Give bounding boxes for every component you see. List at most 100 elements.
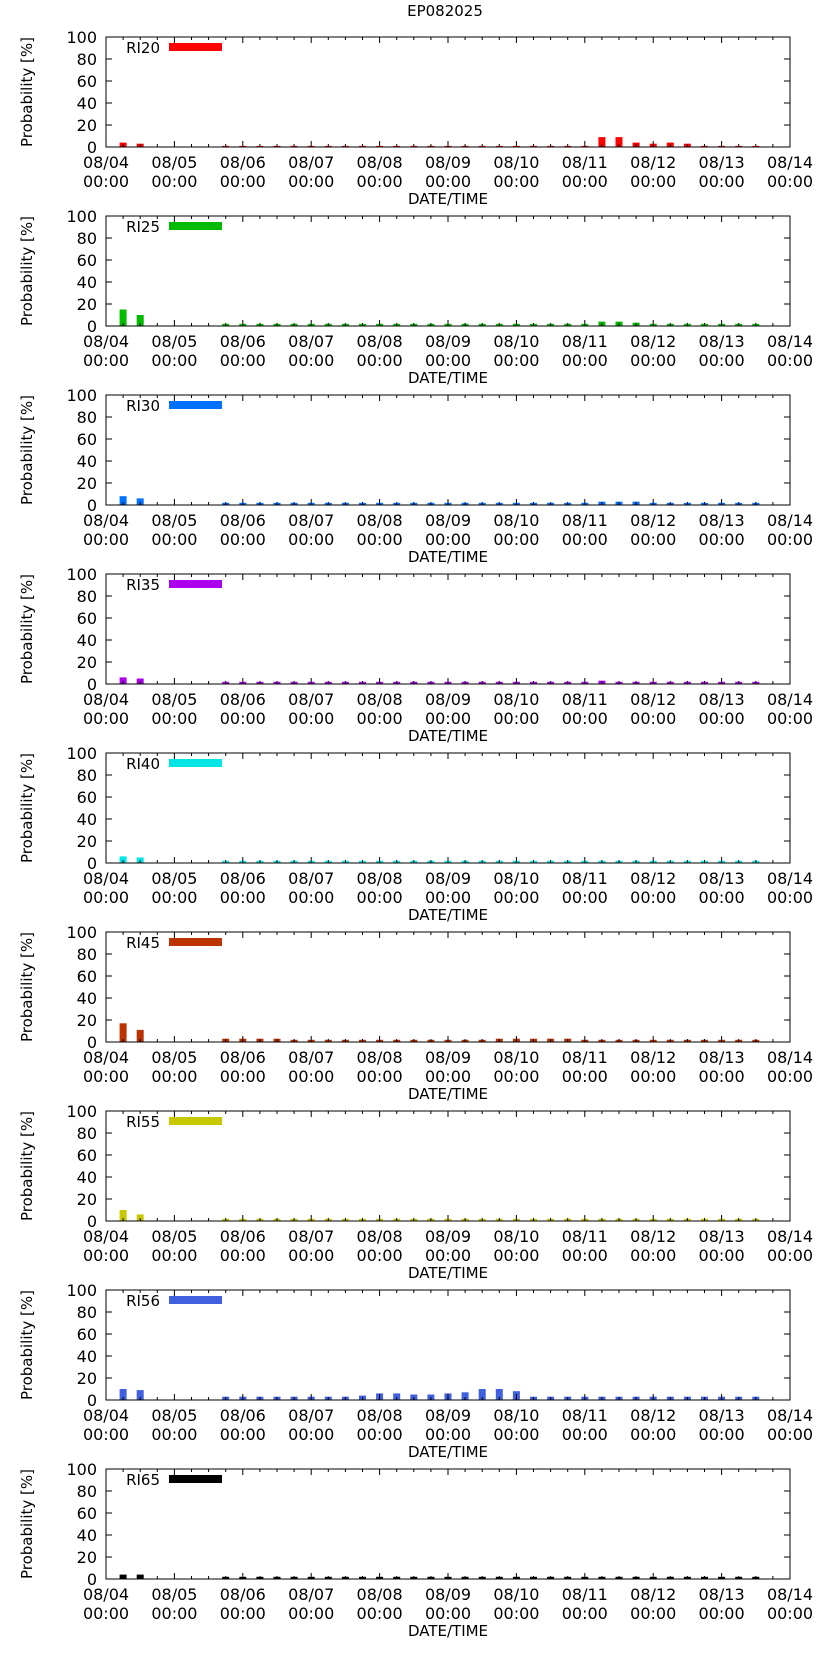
x-tick-label-time: 00:00 [151, 1604, 197, 1623]
x-tick-label-date: 08/04 [83, 153, 129, 172]
x-tick-label-time: 00:00 [357, 1246, 403, 1265]
x-tick-label-date: 08/10 [493, 690, 539, 709]
x-tick-label-date: 08/12 [630, 1048, 676, 1067]
plot-frame [105, 1468, 791, 1580]
x-tick-label-time: 00:00 [630, 1067, 676, 1086]
y-tick-label: 0 [87, 675, 97, 694]
x-tick-label-time: 00:00 [288, 1246, 334, 1265]
legend-label: RI35 [126, 576, 160, 594]
x-tick-label-time: 00:00 [220, 351, 266, 370]
x-tick-label-time: 00:00 [562, 1067, 608, 1086]
x-tick-label-time: 00:00 [220, 172, 266, 191]
x-tick-label-time: 00:00 [425, 1246, 471, 1265]
x-tick-label-date: 08/11 [562, 332, 608, 351]
x-tick-label-date: 08/10 [493, 1406, 539, 1425]
legend-swatch [169, 1296, 222, 1304]
x-tick-label-time: 00:00 [288, 172, 334, 191]
legend-label: RI40 [126, 755, 160, 773]
chart-panel-ri56: 02040608010008/0400:0008/0500:0008/0600:… [18, 1281, 813, 1461]
x-tick-label-date: 08/10 [493, 869, 539, 888]
x-tick-label-time: 00:00 [357, 351, 403, 370]
x-tick-label-time: 00:00 [83, 530, 129, 549]
plot-frame [105, 215, 791, 327]
x-tick-label-date: 08/09 [425, 511, 471, 530]
legend-label: RI20 [126, 39, 160, 57]
x-tick-label-time: 00:00 [699, 530, 745, 549]
x-tick-label-date: 08/14 [767, 1227, 813, 1246]
x-tick-label-date: 08/14 [767, 511, 813, 530]
x-tick-label-date: 08/08 [357, 153, 403, 172]
bar [598, 137, 606, 147]
x-tick-label-date: 08/04 [83, 869, 129, 888]
x-tick-label-time: 00:00 [151, 1425, 197, 1444]
x-tick-label-date: 08/06 [220, 1585, 266, 1604]
x-tick-label-time: 00:00 [83, 1246, 129, 1265]
x-tick-label-date: 08/10 [493, 1048, 539, 1067]
y-tick-label: 100 [66, 565, 97, 584]
x-tick-label-time: 00:00 [357, 172, 403, 191]
x-tick-label-time: 00:00 [220, 1246, 266, 1265]
x-tick-label-date: 08/12 [630, 1585, 676, 1604]
x-tick-label-time: 00:00 [220, 1067, 266, 1086]
legend-swatch [169, 759, 222, 767]
x-tick-label-time: 00:00 [83, 1604, 129, 1623]
x-axis-title: DATE/TIME [408, 1622, 488, 1640]
legend-swatch [169, 580, 222, 588]
y-tick-label: 60 [77, 430, 97, 449]
x-tick-label-time: 00:00 [562, 888, 608, 907]
x-tick-label-date: 08/11 [562, 1585, 608, 1604]
legend-label: RI45 [126, 934, 160, 952]
y-tick-label: 60 [77, 251, 97, 270]
y-tick-label: 80 [77, 1482, 97, 1501]
x-tick-label-time: 00:00 [425, 1067, 471, 1086]
x-tick-label-date: 08/11 [562, 869, 608, 888]
x-axis-title: DATE/TIME [408, 906, 488, 924]
x-axis-title: DATE/TIME [408, 369, 488, 387]
chart-panel-ri45: 02040608010008/0400:0008/0500:0008/0600:… [18, 923, 813, 1103]
x-tick-label-time: 00:00 [699, 888, 745, 907]
x-tick-label-date: 08/04 [83, 511, 129, 530]
y-tick-label: 100 [66, 1102, 97, 1121]
x-tick-label-date: 08/09 [425, 1048, 471, 1067]
x-tick-label-date: 08/14 [767, 153, 813, 172]
legend-swatch [169, 401, 222, 409]
x-tick-label-time: 00:00 [425, 709, 471, 728]
x-tick-label-time: 00:00 [493, 172, 539, 191]
x-tick-label-date: 08/09 [425, 1227, 471, 1246]
y-tick-label: 20 [77, 1369, 97, 1388]
x-tick-label-time: 00:00 [357, 1425, 403, 1444]
y-tick-label: 60 [77, 1504, 97, 1523]
plot-frame [105, 394, 791, 506]
plot-frame [105, 1289, 791, 1401]
x-tick-label-date: 08/10 [493, 1227, 539, 1246]
y-tick-label: 80 [77, 50, 97, 69]
y-tick-label: 40 [77, 989, 97, 1008]
y-axis-title: Probability [%] [18, 932, 36, 1042]
x-tick-label-date: 08/10 [493, 1585, 539, 1604]
x-tick-label-time: 00:00 [562, 172, 608, 191]
y-tick-label: 80 [77, 1124, 97, 1143]
legend-swatch [169, 43, 222, 51]
x-tick-label-date: 08/08 [357, 332, 403, 351]
x-tick-label-time: 00:00 [767, 709, 813, 728]
x-tick-label-date: 08/07 [288, 869, 334, 888]
y-tick-label: 60 [77, 967, 97, 986]
x-tick-label-date: 08/14 [767, 1048, 813, 1067]
y-tick-label: 60 [77, 609, 97, 628]
x-tick-label-time: 00:00 [425, 351, 471, 370]
x-tick-label-time: 00:00 [767, 172, 813, 191]
x-tick-label-date: 08/06 [220, 1048, 266, 1067]
bar [119, 496, 127, 505]
y-tick-label: 0 [87, 317, 97, 336]
y-tick-label: 40 [77, 452, 97, 471]
x-tick-label-date: 08/05 [151, 1585, 197, 1604]
y-tick-label: 100 [66, 386, 97, 405]
y-tick-label: 20 [77, 832, 97, 851]
x-tick-label-date: 08/06 [220, 153, 266, 172]
x-tick-label-time: 00:00 [83, 888, 129, 907]
x-tick-label-time: 00:00 [630, 1246, 676, 1265]
x-tick-label-date: 08/12 [630, 1227, 676, 1246]
x-axis-title: DATE/TIME [408, 727, 488, 745]
y-tick-label: 80 [77, 1303, 97, 1322]
x-tick-label-date: 08/12 [630, 153, 676, 172]
